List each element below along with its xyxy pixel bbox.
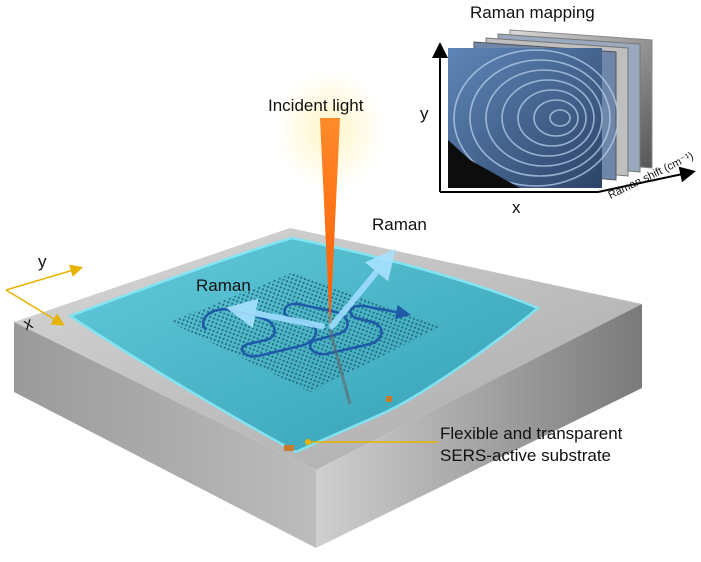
stage-x-axis: [5, 289, 65, 326]
raman-left-label: Raman: [196, 276, 251, 295]
substrate-label-line1: Flexible and transparent: [440, 424, 623, 443]
raman-mapping-inset: [432, 29, 696, 193]
incident-light-label: Incident light: [268, 96, 364, 115]
film-edge-mark: [386, 396, 392, 402]
substrate-label-line2: SERS-active substrate: [440, 446, 612, 465]
raman-arrow-left: [226, 298, 325, 329]
inset-y-label: y: [420, 104, 429, 123]
slab-right-face: [316, 304, 642, 548]
fingerprint-dark-corner: [448, 140, 520, 188]
transmitted-beam: [328, 329, 352, 405]
film-corner-mark: [284, 445, 294, 451]
stage-y-axis: [5, 264, 84, 291]
inset-x-label: x: [512, 198, 521, 217]
raman-arrow-up: [329, 248, 396, 329]
inset-shift-axis: [597, 166, 696, 193]
stage-y-label: y: [38, 252, 47, 271]
stage-axes: [5, 264, 84, 326]
raman-mapping-title: Raman mapping: [470, 3, 595, 22]
fingerprint-ridges: [453, 49, 619, 187]
substrate-callout-dot: [305, 439, 311, 445]
scan-path: [202, 302, 411, 358]
raman-up-label: Raman: [372, 215, 427, 234]
slab-left-face: [14, 322, 316, 548]
mapping-stack: [448, 29, 653, 188]
incident-beam: [320, 118, 340, 330]
